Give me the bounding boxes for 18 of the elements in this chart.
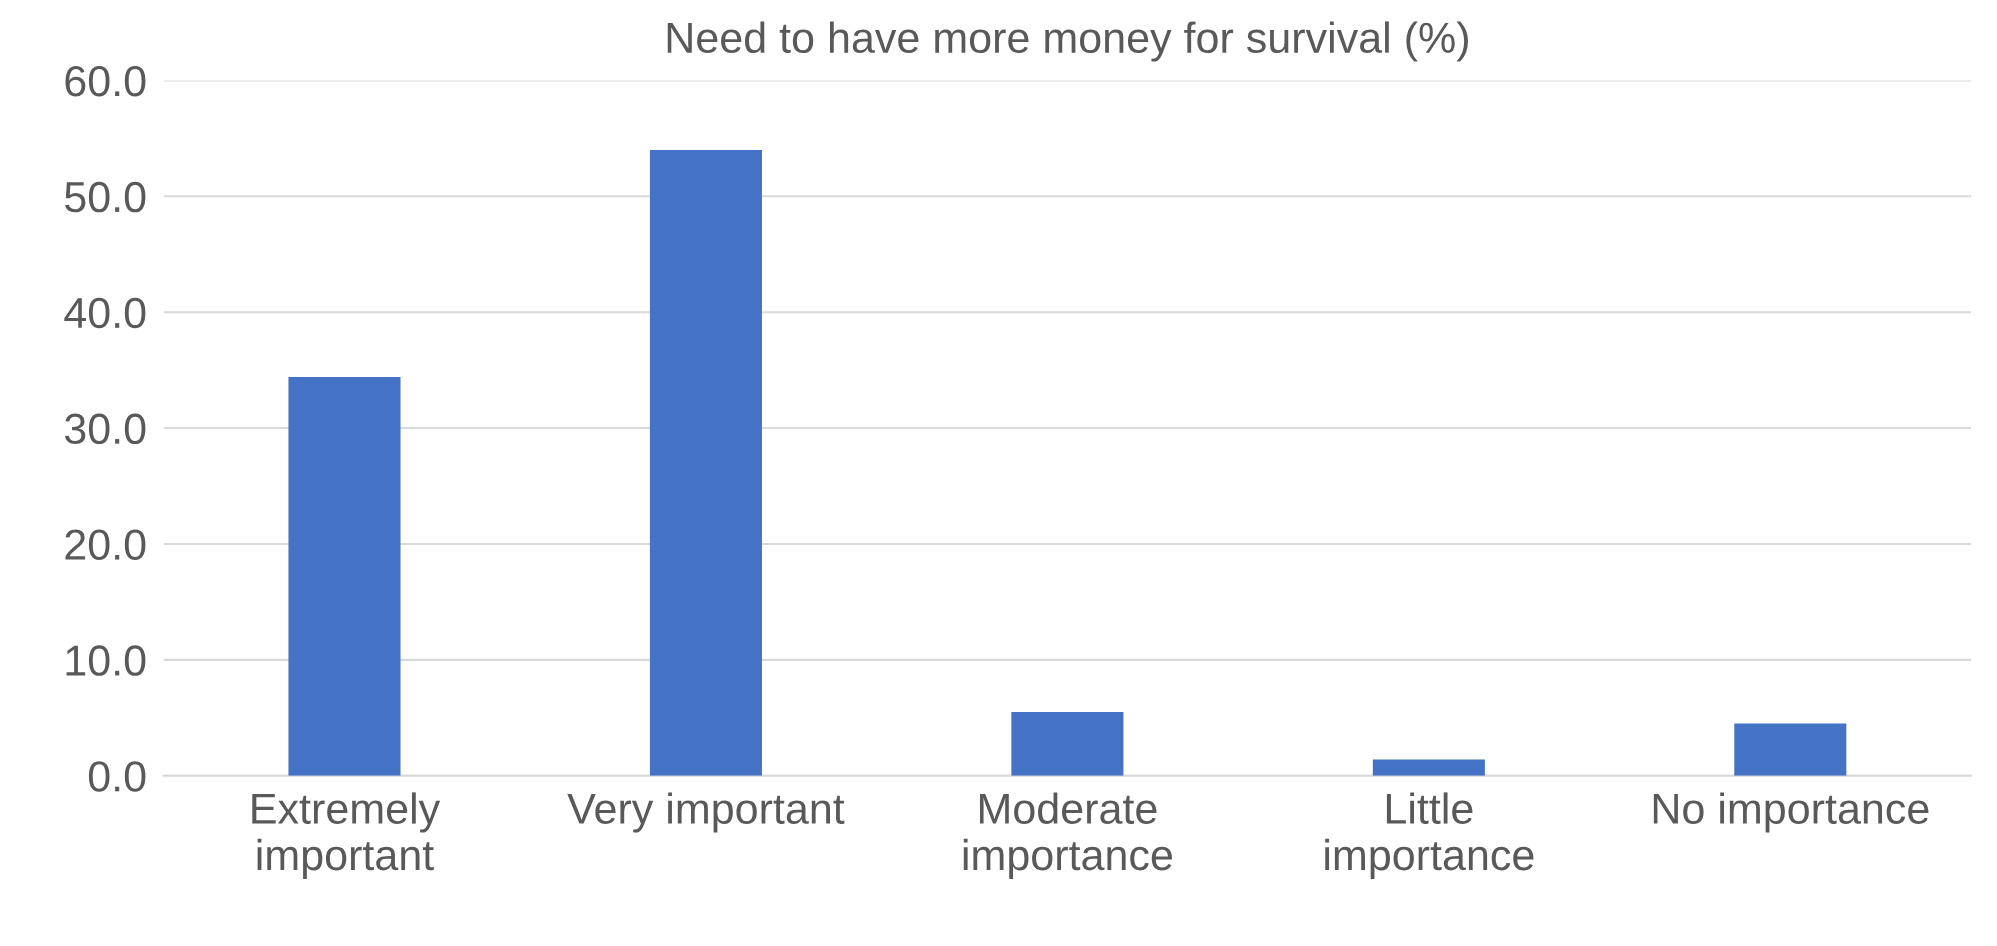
chart-title: Need to have more money for survival (%) [667, 21, 1468, 62]
x-tick-label: No importance [1653, 792, 1929, 833]
y-tick-label: 60.0 [65, 65, 146, 97]
x-tick-label: Moderate importance [963, 792, 1172, 879]
bar [1372, 759, 1485, 776]
y-tick-label: 20.0 [65, 529, 146, 560]
bar [288, 377, 401, 776]
y-tick-label: 0.0 [88, 761, 146, 792]
bar [1011, 711, 1124, 776]
y-tick-label: 50.0 [65, 181, 146, 213]
x-tick-label: Extremely important [252, 792, 441, 879]
y-tick-label: 10.0 [66, 645, 146, 676]
x-tick-label: Very important [567, 792, 845, 833]
y-tick-label: 40.0 [64, 297, 146, 329]
bar [1734, 723, 1847, 776]
x-tick-label: Little importance [1325, 792, 1534, 879]
bar [649, 149, 762, 776]
y-tick-label: 30.0 [64, 413, 146, 445]
